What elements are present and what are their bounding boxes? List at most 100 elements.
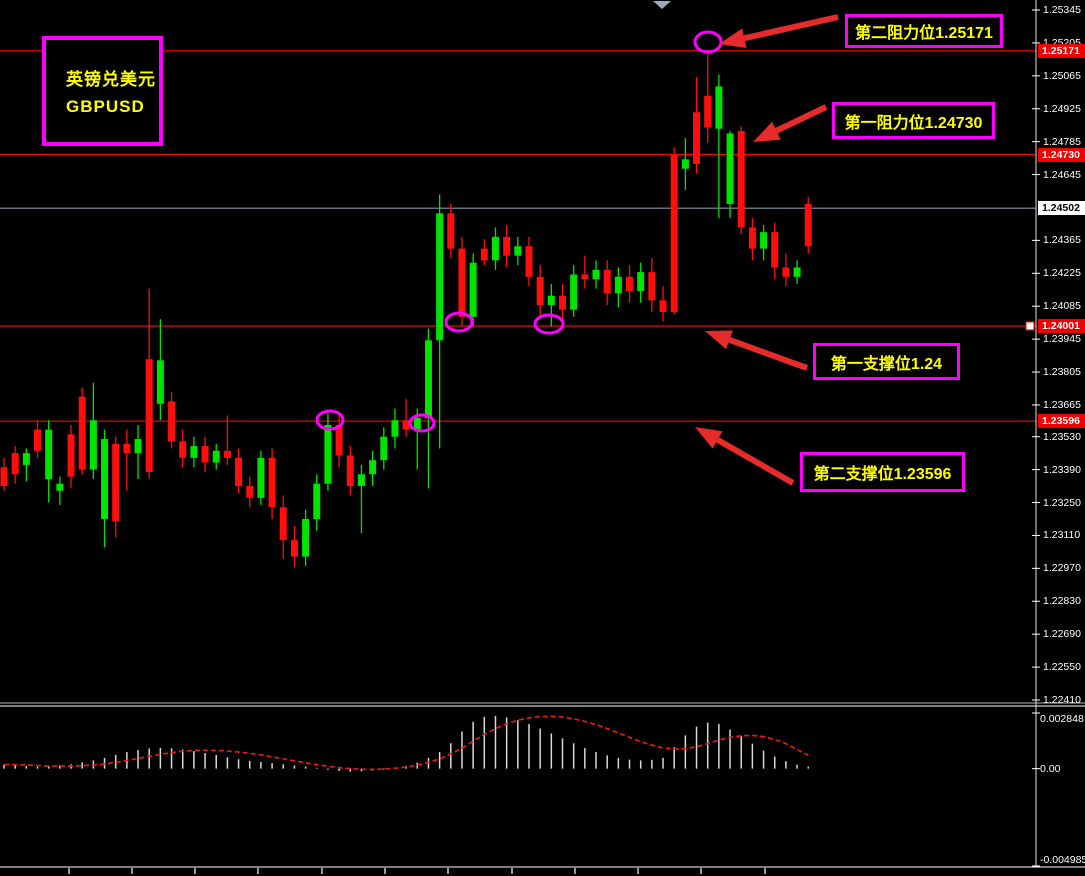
price-axis-label: 1.24365	[1043, 234, 1081, 247]
annotation-support-1[interactable]: 第一支撑位1.24	[813, 343, 960, 380]
candle-body	[458, 248, 466, 317]
highlight-ellipse[interactable]	[315, 409, 345, 431]
current-price-tag: 1.24502	[1038, 201, 1085, 216]
candle-body	[704, 95, 712, 128]
candle-body	[670, 154, 678, 313]
candle-body	[302, 518, 310, 557]
annotation-resistance-2[interactable]: 第二阻力位1.25171	[845, 14, 1003, 48]
annotation-arrow-shaft	[716, 437, 795, 486]
candle-body	[804, 203, 812, 247]
price-axis-label: 1.23390	[1043, 463, 1081, 476]
candle-body	[748, 227, 756, 249]
annotation-resistance-1-label: 第一阻力位1.24730	[844, 114, 983, 132]
candle-body	[168, 401, 176, 442]
price-axis-label: 1.23665	[1043, 398, 1081, 411]
price-axis-label: 1.24225	[1043, 267, 1081, 280]
candle-body	[715, 86, 723, 129]
candle-body	[257, 457, 265, 498]
candle-body	[324, 424, 332, 484]
level-price-tag: 1.23596	[1038, 414, 1085, 429]
candle-body	[793, 267, 801, 277]
indicator-axis-label: 0.002848	[1040, 713, 1084, 725]
candle-body	[447, 213, 455, 249]
candle-body	[391, 420, 399, 437]
annotation-arrow-shaft	[743, 14, 839, 42]
candle-body	[0, 467, 8, 487]
candle-body	[67, 434, 75, 477]
symbol-title-cn: 英镑兑美元	[66, 70, 156, 89]
candle-body	[402, 420, 410, 430]
candle-body	[290, 540, 298, 557]
candle-body	[123, 443, 131, 454]
annotation-support-1-label: 第一支撑位1.24	[830, 355, 943, 373]
candle-body	[536, 276, 544, 306]
candle-body	[112, 443, 120, 522]
annotation-resistance-1[interactable]: 第一阻力位1.24730	[832, 102, 995, 139]
price-axis-label: 1.24925	[1043, 102, 1081, 115]
candle-body	[380, 436, 388, 461]
candle-body	[760, 232, 768, 249]
macd-signal-line	[3, 715, 809, 771]
candle-body	[659, 300, 667, 313]
candle-body	[369, 460, 377, 475]
time-axis[interactable]	[0, 868, 1085, 876]
price-axis-label: 1.23945	[1043, 333, 1081, 346]
candle-body	[614, 276, 622, 294]
level-price-tag: 1.24001	[1038, 318, 1085, 333]
annotation-arrow-shaft	[775, 104, 828, 134]
annotation-support-2[interactable]: 第二支撑位1.23596	[800, 452, 965, 492]
highlight-ellipse[interactable]	[693, 30, 723, 54]
candle-body	[357, 474, 365, 487]
candle-body	[34, 429, 42, 451]
annotation-arrow-head	[705, 330, 733, 350]
price-axis-label: 1.22690	[1043, 628, 1081, 641]
level-price-tag: 1.24730	[1038, 147, 1085, 162]
candle-body	[246, 486, 254, 498]
candle-body	[782, 267, 790, 277]
price-axis-label: 1.22830	[1043, 595, 1081, 608]
symbol-code: GBPUSD	[66, 97, 145, 116]
price-axis-label: 1.23530	[1043, 430, 1081, 443]
symbol-info-box[interactable]: 英镑兑美元 GBPUSD	[42, 36, 163, 146]
candle-body	[89, 420, 97, 470]
annotation-support-2-label: 第二支撑位1.23596	[813, 466, 952, 483]
candle-body	[279, 507, 287, 541]
highlight-ellipse[interactable]	[444, 311, 474, 333]
price-axis-label: 1.24085	[1043, 300, 1081, 313]
candle-body	[693, 112, 701, 164]
annotation-arrow-head	[719, 28, 747, 48]
level-square-marker	[1025, 321, 1035, 331]
highlight-ellipse[interactable]	[533, 313, 565, 335]
candle-body	[156, 360, 164, 404]
price-axis-label: 1.22410	[1043, 694, 1081, 706]
indicator-axis-label: -0.004985	[1040, 854, 1085, 866]
highlight-ellipse[interactable]	[408, 413, 436, 433]
candle-body	[637, 272, 645, 291]
price-axis-label: 1.23250	[1043, 496, 1081, 509]
candle-body	[45, 429, 53, 480]
candle-body	[424, 340, 432, 418]
candle-body	[626, 276, 634, 291]
candle-body	[145, 359, 153, 472]
candle-body	[726, 133, 734, 204]
price-axis-label: 1.25345	[1043, 4, 1081, 16]
candle-body	[134, 439, 142, 454]
candle-body	[559, 295, 566, 310]
scroll-to-end-marker[interactable]	[653, 1, 671, 9]
candle-body	[335, 424, 343, 456]
annotation-arrow-head	[695, 427, 723, 449]
annotation-arrow-shaft	[728, 337, 809, 371]
candle-body	[681, 159, 689, 169]
candle-body	[514, 246, 522, 256]
candle-body	[346, 455, 354, 487]
candle-body	[78, 396, 86, 470]
candle-body	[547, 295, 555, 306]
annotation-arrow-head	[753, 121, 781, 142]
candle-body	[581, 274, 589, 280]
candle-body	[268, 457, 276, 508]
candle-body	[737, 131, 745, 228]
candle-body	[771, 232, 779, 268]
candle-body	[603, 269, 611, 294]
